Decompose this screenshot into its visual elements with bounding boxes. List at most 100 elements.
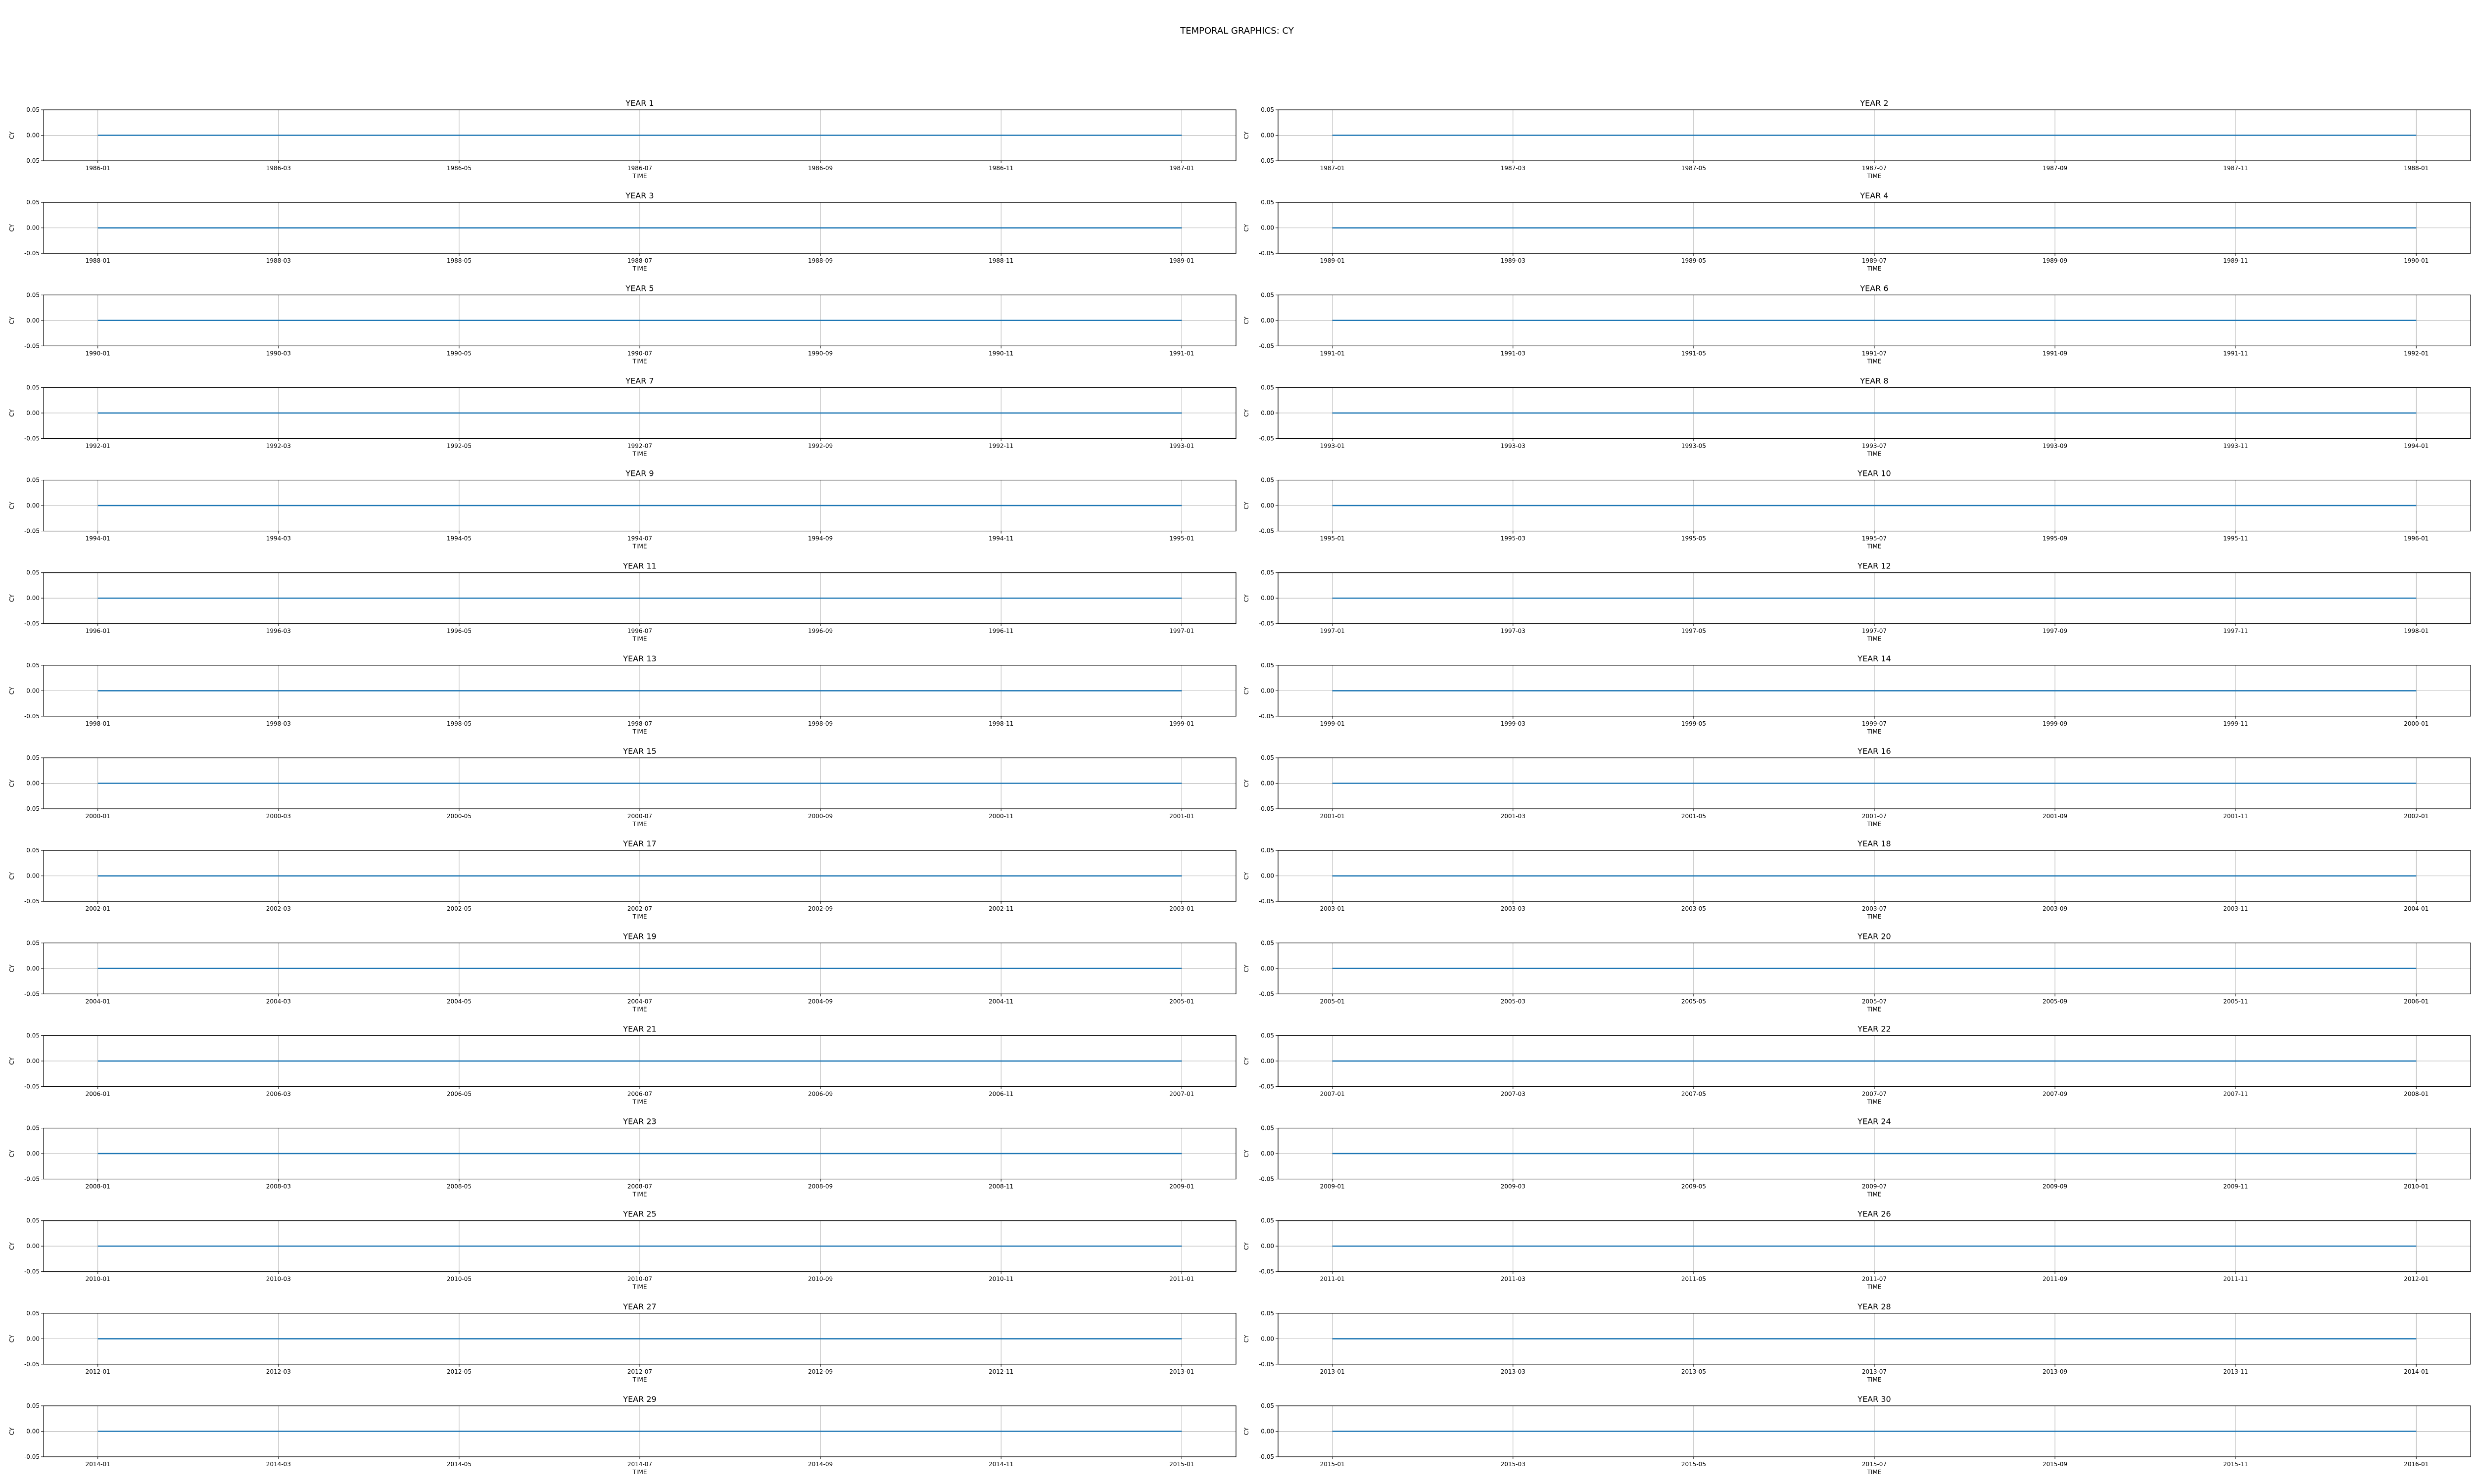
y-tick-label: 0.05 xyxy=(1261,1125,1274,1132)
x-tick-label: 1994-01 xyxy=(2404,442,2428,449)
y-tick-label: -0.05 xyxy=(1259,1176,1274,1183)
subplot-title: YEAR 7 xyxy=(625,376,654,385)
y-axis-label: CY xyxy=(1243,594,1250,602)
x-tick-label: 1993-07 xyxy=(1862,442,1887,449)
x-axis-label: TIME xyxy=(1867,821,1882,828)
x-tick-label: 2004-05 xyxy=(447,998,472,1005)
x-tick-label: 2004-09 xyxy=(808,998,833,1005)
subplot: YEAR 19 2004-01 2004-03 2004-05 2004-07 2004-… xyxy=(8,931,1237,1013)
y-axis-label: CY xyxy=(1243,872,1250,880)
x-tick-label: 2000-11 xyxy=(989,813,1013,820)
y-tick-label: 0.00 xyxy=(26,965,40,972)
y-axis-label: CY xyxy=(8,1427,15,1435)
x-axis-label: TIME xyxy=(1867,1191,1882,1198)
y-tick-label: -0.05 xyxy=(24,157,40,164)
x-tick-label: 1997-07 xyxy=(1862,628,1887,635)
y-axis-label: CY xyxy=(8,1242,15,1250)
y-tick-label: 0.05 xyxy=(26,569,40,576)
y-tick-label: -0.05 xyxy=(1259,342,1274,349)
subplot-title: YEAR 27 xyxy=(622,1302,656,1311)
x-tick-label: 2001-01 xyxy=(1169,813,1194,820)
x-tick-label: 2004-03 xyxy=(266,998,291,1005)
x-tick-label: 1995-05 xyxy=(1681,535,1706,542)
x-axis-label: TIME xyxy=(632,450,647,457)
x-tick-label: 2010-01 xyxy=(86,1276,110,1283)
y-tick-label: 0.00 xyxy=(1261,687,1274,694)
subplot: YEAR 28 2013-01 2013-03 2013-05 2013-07 2013-… xyxy=(1243,1302,2471,1383)
x-tick-label: 1993-05 xyxy=(1681,442,1706,449)
x-tick-label: 1992-07 xyxy=(627,442,652,449)
y-tick-label: -0.05 xyxy=(24,1176,40,1183)
x-tick-label: 2014-01 xyxy=(2404,1368,2428,1375)
y-tick-label: -0.05 xyxy=(24,898,40,905)
x-tick-label: 1987-05 xyxy=(1681,165,1706,172)
x-tick-label: 1990-09 xyxy=(808,350,833,357)
y-tick-label: -0.05 xyxy=(1259,1361,1274,1368)
x-tick-label: 2014-11 xyxy=(989,1461,1013,1468)
x-tick-label: 2011-01 xyxy=(1169,1276,1194,1283)
x-tick-label: 2006-03 xyxy=(266,1090,291,1097)
x-tick-label: 2013-01 xyxy=(1320,1368,1345,1375)
y-tick-label: 0.05 xyxy=(1261,384,1274,391)
x-tick-label: 2010-11 xyxy=(989,1276,1013,1283)
x-tick-label: 1992-09 xyxy=(808,442,833,449)
x-tick-label: 1987-09 xyxy=(2043,165,2067,172)
x-tick-label: 2003-01 xyxy=(1320,905,1345,912)
y-axis-label: CY xyxy=(1243,779,1250,787)
subplot-title: YEAR 16 xyxy=(1857,746,1891,756)
x-tick-label: 1999-01 xyxy=(1320,720,1345,727)
y-tick-label: -0.05 xyxy=(24,713,40,720)
subplot: YEAR 17 2002-01 2002-03 2002-05 2002-07 2002-… xyxy=(8,839,1237,920)
x-tick-label: 1995-11 xyxy=(2223,535,2248,542)
x-tick-label: 2015-11 xyxy=(2223,1461,2248,1468)
x-tick-label: 1993-09 xyxy=(2043,442,2067,449)
x-tick-label: 1994-09 xyxy=(808,535,833,542)
y-axis-label: CY xyxy=(1243,502,1250,510)
subplot-title: YEAR 15 xyxy=(622,746,656,756)
y-tick-label: 0.05 xyxy=(1261,569,1274,576)
x-tick-label: 1989-03 xyxy=(1501,257,1525,264)
x-tick-label: 1989-01 xyxy=(1169,257,1194,264)
y-tick-label: 0.00 xyxy=(1261,1150,1274,1157)
x-tick-label: 1999-09 xyxy=(2043,720,2067,727)
x-tick-label: 2007-05 xyxy=(1681,1090,1706,1097)
y-tick-label: -0.05 xyxy=(1259,435,1274,442)
figure-title: TEMPORAL GRAPHICS: CY xyxy=(1180,26,1294,36)
x-tick-label: 2002-05 xyxy=(447,905,472,912)
x-tick-label: 1997-11 xyxy=(2223,628,2248,635)
y-tick-label: 0.00 xyxy=(26,1150,40,1157)
y-tick-label: 0.05 xyxy=(26,1402,40,1409)
x-tick-label: 2005-07 xyxy=(1862,998,1887,1005)
x-tick-label: 1988-11 xyxy=(989,257,1013,264)
y-tick-label: -0.05 xyxy=(24,1453,40,1460)
x-axis-label: TIME xyxy=(1867,1376,1882,1383)
y-tick-label: 0.00 xyxy=(1261,595,1274,602)
subplot: YEAR 21 2006-01 2006-03 2006-05 2006-07 2006-… xyxy=(8,1024,1237,1105)
y-tick-label: 0.05 xyxy=(1261,1217,1274,1224)
x-tick-label: 1993-01 xyxy=(1320,442,1345,449)
x-tick-label: 1988-09 xyxy=(808,257,833,264)
y-tick-label: 0.05 xyxy=(1261,1310,1274,1317)
y-tick-label: -0.05 xyxy=(24,1268,40,1275)
x-tick-label: 1994-11 xyxy=(989,535,1013,542)
x-tick-label: 1991-01 xyxy=(1169,350,1194,357)
y-tick-label: 0.05 xyxy=(26,1032,40,1039)
subplot: YEAR 26 2011-01 2011-03 2011-05 2011-07 2011-… xyxy=(1243,1209,2471,1291)
subplot: YEAR 2 1987-01 1987-03 1987-05 1987-07 1987-0… xyxy=(1243,98,2471,180)
x-tick-label: 2013-01 xyxy=(1169,1368,1194,1375)
x-tick-label: 1987-03 xyxy=(1501,165,1525,172)
subplot-title: YEAR 12 xyxy=(1857,561,1891,571)
x-tick-label: 2014-07 xyxy=(627,1461,652,1468)
subplot-title: YEAR 18 xyxy=(1857,839,1891,848)
y-tick-label: 0.05 xyxy=(1261,754,1274,761)
x-tick-label: 1996-11 xyxy=(989,628,1013,635)
x-tick-label: 1988-07 xyxy=(627,257,652,264)
subplot-title: YEAR 14 xyxy=(1857,654,1891,663)
x-tick-label: 2011-11 xyxy=(2223,1276,2248,1283)
y-tick-label: 0.00 xyxy=(26,595,40,602)
subplot: YEAR 22 2007-01 2007-03 2007-05 2007-07 2007-… xyxy=(1243,1024,2471,1105)
x-tick-label: 1987-11 xyxy=(2223,165,2248,172)
y-tick-label: 0.05 xyxy=(1261,1402,1274,1409)
y-axis-label: CY xyxy=(8,872,15,880)
subplot-title: YEAR 13 xyxy=(622,654,656,663)
